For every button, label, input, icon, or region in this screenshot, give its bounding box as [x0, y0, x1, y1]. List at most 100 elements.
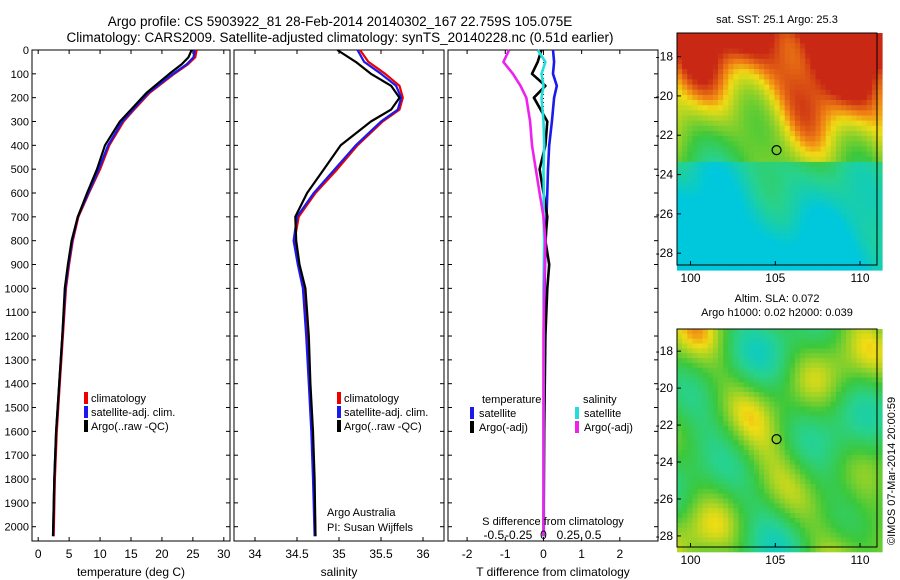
sst-map-cell [723, 33, 729, 39]
sst-map-cell [851, 161, 857, 168]
sst-map-cell [718, 69, 724, 75]
sla-map-cell [738, 469, 745, 475]
sla-map-cell [769, 488, 775, 495]
sst-map-cell [733, 177, 739, 183]
sla-map-cell [841, 377, 847, 383]
sla-map-cell [728, 401, 734, 407]
sla-map-cell [759, 547, 765, 553]
sst-map-cell [856, 156, 863, 163]
sla-map-cell [702, 547, 709, 553]
sla-map-cell [805, 445, 811, 451]
sla-map-cell [789, 411, 796, 417]
sst-map-cell [805, 218, 811, 225]
sst-map-cell [769, 239, 775, 245]
sst-map-cell [764, 192, 770, 199]
sst-map-cell [753, 187, 760, 194]
sst-map-cell [856, 48, 863, 55]
sla-map-cell [815, 329, 822, 335]
sla-map-cell [810, 430, 816, 436]
sla-map-cell [733, 421, 739, 427]
sst-map-cell [784, 100, 791, 106]
sla-map-cell [748, 522, 755, 529]
sla-map-cell [871, 498, 878, 504]
sst-map-cell [836, 249, 842, 256]
sst-map-cell [779, 120, 786, 127]
sst-map-cell [820, 161, 827, 168]
sla-map-cell [841, 532, 847, 538]
sla-map-cell [692, 493, 698, 499]
sla-map-cell [794, 392, 801, 398]
sla-map-cell [820, 508, 827, 514]
sst-map-cell [677, 120, 683, 127]
sst-map-cell [820, 100, 827, 106]
sla-map-cell [677, 401, 683, 407]
sla-map-cell [743, 522, 750, 529]
sla-map-cell [712, 430, 719, 436]
sla-map-cell [779, 503, 786, 509]
sla-map-cell [825, 401, 832, 407]
sla-map-cell [810, 508, 816, 514]
sst-map-cell [846, 167, 852, 173]
sst-map-cell [815, 239, 822, 245]
sla-map-cell [692, 411, 698, 417]
sst-map-cell [779, 84, 786, 91]
sla-map-cell [851, 401, 857, 407]
sla-map-cell [677, 406, 683, 412]
temperature-ytick-label: 100 [11, 69, 29, 81]
sst-map-cell [825, 151, 832, 158]
sst-map-cell [866, 53, 873, 60]
sst-map-cell [728, 249, 734, 256]
sst-map-cell [794, 69, 801, 75]
sla-map-cell [825, 479, 832, 485]
sla-map-cell [856, 484, 863, 490]
sla-map-cell [779, 343, 786, 349]
sst-map-cell [677, 89, 683, 96]
sst-map-cell [784, 161, 791, 168]
sst-map-cell [718, 177, 724, 183]
sst-map-cell [856, 177, 863, 183]
sst-map-cell [738, 43, 745, 49]
sst-map-cell [830, 177, 837, 183]
sst-map-cell [697, 182, 704, 189]
sst-map-cell [800, 94, 806, 101]
sst-map-cell [856, 254, 863, 261]
sla-map-cell [784, 406, 791, 412]
sla-map-cell [805, 542, 811, 548]
sla-map-cell [692, 416, 698, 422]
sst-map-cell [800, 259, 806, 266]
sst-map-cell [723, 177, 729, 183]
sst-map-cell [712, 198, 719, 204]
sst-map-cell [702, 136, 709, 142]
sla-map-cell [871, 353, 878, 359]
sst-map-cell [712, 125, 719, 132]
sla-map-cell [841, 547, 847, 553]
sst-map-cell [733, 110, 739, 116]
sst-map-cell [733, 141, 739, 147]
sla-map-cell [748, 542, 755, 548]
sst-map-cell [830, 172, 837, 178]
sst-map-cell [712, 213, 719, 219]
sla-map-cell [784, 401, 791, 407]
sst-map-cell [841, 120, 847, 127]
sst-map-cell [805, 63, 811, 70]
sla-map-cell [779, 450, 786, 456]
sla-map-cell [748, 411, 755, 417]
sst-map-cell [738, 105, 745, 111]
sst-map-cell [702, 151, 709, 158]
sst-map-cell [718, 254, 724, 261]
sla-map-cell [805, 353, 811, 359]
sst-map-cell [784, 254, 791, 261]
sla-map-cell [830, 488, 837, 495]
sst-map-cell [851, 141, 857, 147]
sla-map-cell [861, 382, 868, 388]
sst-map-cell [805, 198, 811, 204]
sst-map-cell [723, 218, 729, 225]
sst-map-cell [677, 38, 683, 44]
sst-map-cell [774, 100, 780, 106]
sst-map-cell [764, 182, 770, 189]
sst-map-cell [800, 239, 806, 245]
sla-map-cell [774, 455, 780, 461]
sla-map-cell [805, 372, 811, 378]
sst-map-cell [733, 69, 739, 75]
sla-map-cell [836, 445, 842, 451]
